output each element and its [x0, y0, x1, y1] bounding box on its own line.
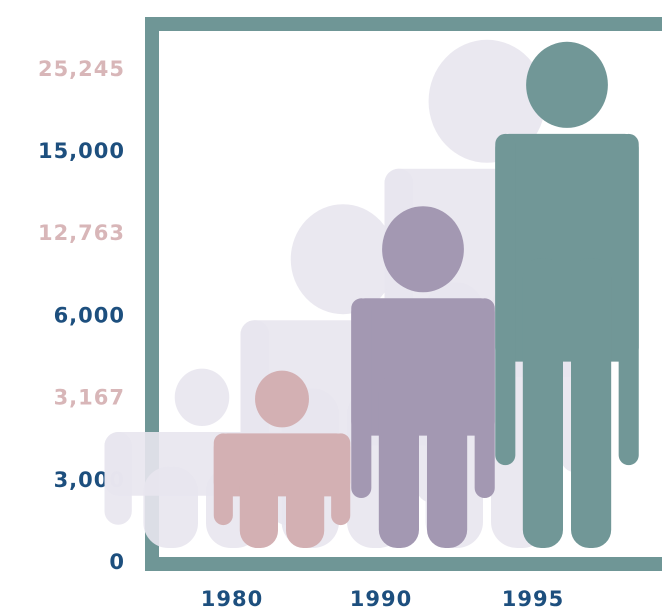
arm — [105, 432, 132, 525]
page: 03,0006,00015,0003,167198012,763199025,2… — [0, 0, 662, 611]
torso — [214, 433, 351, 496]
arm — [495, 134, 515, 465]
leg — [571, 258, 611, 548]
value-label: 25,245 — [38, 57, 125, 81]
leg — [240, 468, 278, 548]
leg — [427, 373, 467, 548]
head — [255, 371, 309, 428]
torso — [351, 298, 495, 435]
chart: 03,0006,00015,0003,167198012,763199025,2… — [0, 0, 662, 611]
leg — [286, 468, 324, 548]
y-tick-label: 15,000 — [38, 139, 125, 163]
x-tick-label: 1980 — [201, 587, 263, 611]
arm — [475, 298, 495, 498]
head — [526, 42, 608, 128]
leg — [379, 373, 419, 548]
head — [382, 206, 464, 292]
x-tick-label: 1995 — [502, 587, 564, 611]
arm — [214, 433, 233, 525]
value-label: 3,167 — [54, 386, 125, 410]
head — [175, 369, 230, 426]
head — [291, 204, 396, 314]
arm — [331, 433, 350, 525]
arm — [619, 134, 639, 465]
leg — [523, 258, 563, 548]
value-label: 12,763 — [38, 221, 125, 245]
arm — [351, 298, 371, 498]
x-tick-label: 1990 — [350, 587, 412, 611]
torso — [495, 134, 639, 362]
leg — [143, 467, 198, 548]
y-tick-label: 0 — [109, 550, 125, 574]
y-tick-label: 6,000 — [54, 303, 125, 327]
